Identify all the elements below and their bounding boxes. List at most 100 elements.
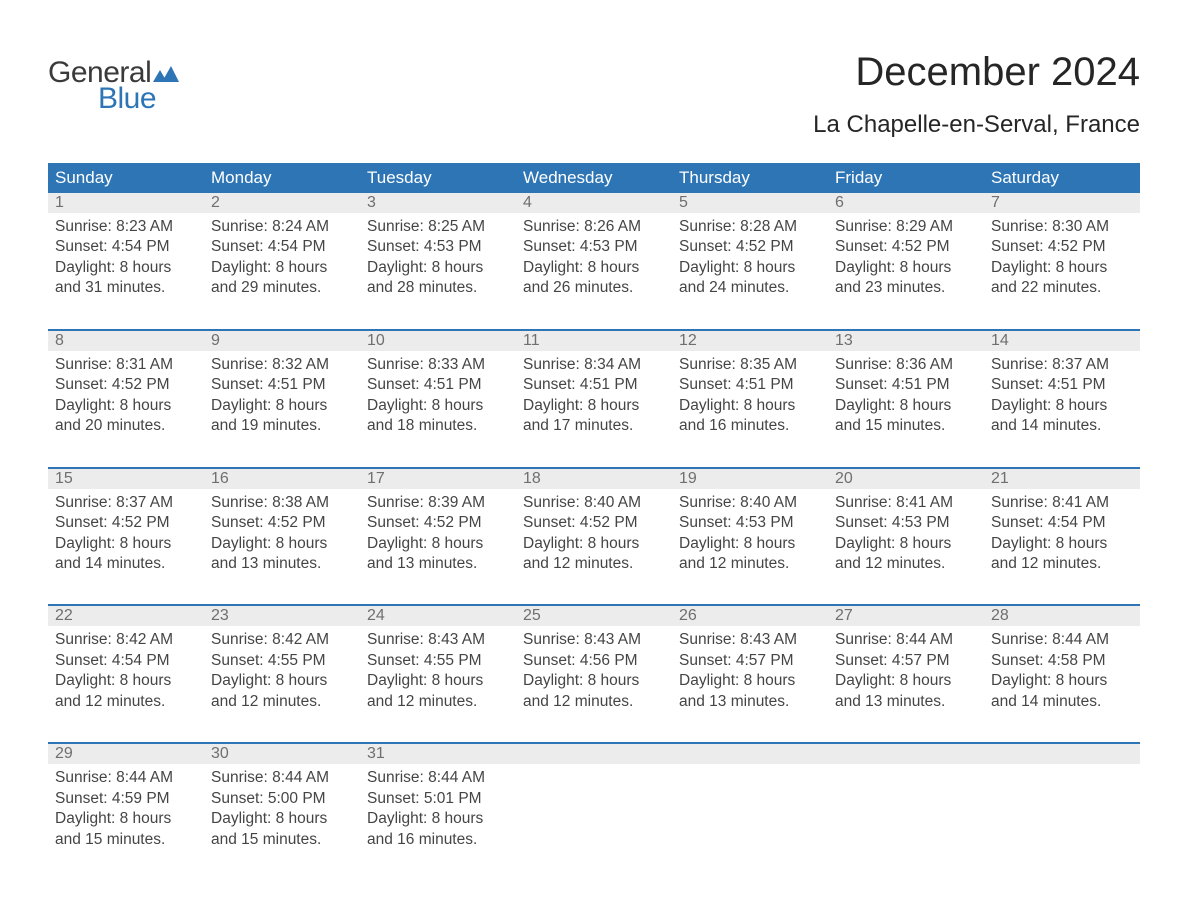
sunset-line: Sunset: 4:52 PM bbox=[55, 513, 197, 533]
sunset-line: Sunset: 4:54 PM bbox=[55, 237, 197, 257]
day-cell: Sunrise: 8:43 AMSunset: 4:56 PMDaylight:… bbox=[516, 626, 672, 742]
daylight-line-2: and 12 minutes. bbox=[55, 692, 197, 712]
sunset-line: Sunset: 4:57 PM bbox=[835, 651, 977, 671]
daylight-line-2: and 18 minutes. bbox=[367, 416, 509, 436]
sunrise-line: Sunrise: 8:37 AM bbox=[55, 493, 197, 513]
sunset-line: Sunset: 4:56 PM bbox=[523, 651, 665, 671]
sunset-line: Sunset: 5:01 PM bbox=[367, 789, 509, 809]
day-cell: Sunrise: 8:30 AMSunset: 4:52 PMDaylight:… bbox=[984, 213, 1140, 329]
day-header: Sunday bbox=[48, 163, 204, 193]
day-number bbox=[516, 744, 672, 764]
daylight-line-1: Daylight: 8 hours bbox=[367, 534, 509, 554]
daylight-line-1: Daylight: 8 hours bbox=[991, 671, 1133, 691]
day-number: 16 bbox=[204, 469, 360, 489]
day-number-row: 15161718192021 bbox=[48, 469, 1140, 489]
day-number: 3 bbox=[360, 193, 516, 213]
day-number: 26 bbox=[672, 606, 828, 626]
daylight-line-2: and 12 minutes. bbox=[367, 692, 509, 712]
daylight-line-2: and 31 minutes. bbox=[55, 278, 197, 298]
month-title: December 2024 bbox=[813, 50, 1140, 95]
day-cell: Sunrise: 8:44 AMSunset: 4:58 PMDaylight:… bbox=[984, 626, 1140, 742]
day-number: 7 bbox=[984, 193, 1140, 213]
day-cell: Sunrise: 8:40 AMSunset: 4:52 PMDaylight:… bbox=[516, 489, 672, 605]
day-cell: Sunrise: 8:28 AMSunset: 4:52 PMDaylight:… bbox=[672, 213, 828, 329]
daylight-line-1: Daylight: 8 hours bbox=[367, 671, 509, 691]
daylight-line-1: Daylight: 8 hours bbox=[991, 396, 1133, 416]
daylight-line-2: and 13 minutes. bbox=[835, 692, 977, 712]
daylight-line-1: Daylight: 8 hours bbox=[523, 534, 665, 554]
sunrise-line: Sunrise: 8:43 AM bbox=[679, 630, 821, 650]
daylight-line-2: and 23 minutes. bbox=[835, 278, 977, 298]
day-number-row: 293031 bbox=[48, 744, 1140, 764]
daylight-line-2: and 12 minutes. bbox=[523, 692, 665, 712]
daylight-line-1: Daylight: 8 hours bbox=[679, 258, 821, 278]
daylight-line-1: Daylight: 8 hours bbox=[523, 396, 665, 416]
daylight-line-2: and 26 minutes. bbox=[523, 278, 665, 298]
day-header: Thursday bbox=[672, 163, 828, 193]
day-cell: Sunrise: 8:44 AMSunset: 4:57 PMDaylight:… bbox=[828, 626, 984, 742]
day-number: 13 bbox=[828, 331, 984, 351]
sunrise-line: Sunrise: 8:43 AM bbox=[523, 630, 665, 650]
calendar-table: Sunday Monday Tuesday Wednesday Thursday… bbox=[48, 163, 1140, 862]
sunrise-line: Sunrise: 8:32 AM bbox=[211, 355, 353, 375]
day-cell bbox=[828, 764, 984, 862]
day-number: 29 bbox=[48, 744, 204, 764]
day-number: 8 bbox=[48, 331, 204, 351]
sunrise-line: Sunrise: 8:43 AM bbox=[367, 630, 509, 650]
sunrise-line: Sunrise: 8:36 AM bbox=[835, 355, 977, 375]
daylight-line-1: Daylight: 8 hours bbox=[991, 258, 1133, 278]
sunrise-line: Sunrise: 8:44 AM bbox=[55, 768, 197, 788]
sunset-line: Sunset: 4:52 PM bbox=[55, 375, 197, 395]
sunset-line: Sunset: 4:52 PM bbox=[523, 513, 665, 533]
daylight-line-1: Daylight: 8 hours bbox=[367, 258, 509, 278]
day-header: Monday bbox=[204, 163, 360, 193]
title-block: December 2024 La Chapelle-en-Serval, Fra… bbox=[813, 50, 1140, 139]
sunrise-line: Sunrise: 8:29 AM bbox=[835, 217, 977, 237]
day-cell: Sunrise: 8:36 AMSunset: 4:51 PMDaylight:… bbox=[828, 351, 984, 467]
day-content-row: Sunrise: 8:23 AMSunset: 4:54 PMDaylight:… bbox=[48, 213, 1140, 329]
daylight-line-2: and 15 minutes. bbox=[55, 830, 197, 850]
day-number: 28 bbox=[984, 606, 1140, 626]
day-content-row: Sunrise: 8:44 AMSunset: 4:59 PMDaylight:… bbox=[48, 764, 1140, 862]
daylight-line-1: Daylight: 8 hours bbox=[367, 809, 509, 829]
daylight-line-1: Daylight: 8 hours bbox=[523, 671, 665, 691]
day-header-row: Sunday Monday Tuesday Wednesday Thursday… bbox=[48, 163, 1140, 193]
sunrise-line: Sunrise: 8:42 AM bbox=[55, 630, 197, 650]
day-number bbox=[984, 744, 1140, 764]
day-header: Tuesday bbox=[360, 163, 516, 193]
daylight-line-1: Daylight: 8 hours bbox=[211, 396, 353, 416]
day-cell: Sunrise: 8:23 AMSunset: 4:54 PMDaylight:… bbox=[48, 213, 204, 329]
day-cell: Sunrise: 8:44 AMSunset: 4:59 PMDaylight:… bbox=[48, 764, 204, 862]
sunrise-line: Sunrise: 8:35 AM bbox=[679, 355, 821, 375]
daylight-line-2: and 12 minutes. bbox=[679, 554, 821, 574]
daylight-line-1: Daylight: 8 hours bbox=[835, 258, 977, 278]
day-cell: Sunrise: 8:35 AMSunset: 4:51 PMDaylight:… bbox=[672, 351, 828, 467]
day-cell: Sunrise: 8:37 AMSunset: 4:52 PMDaylight:… bbox=[48, 489, 204, 605]
daylight-line-1: Daylight: 8 hours bbox=[679, 534, 821, 554]
daylight-line-2: and 17 minutes. bbox=[523, 416, 665, 436]
day-cell: Sunrise: 8:44 AMSunset: 5:01 PMDaylight:… bbox=[360, 764, 516, 862]
daylight-line-1: Daylight: 8 hours bbox=[523, 258, 665, 278]
daylight-line-2: and 16 minutes. bbox=[367, 830, 509, 850]
day-cell: Sunrise: 8:40 AMSunset: 4:53 PMDaylight:… bbox=[672, 489, 828, 605]
daylight-line-2: and 15 minutes. bbox=[835, 416, 977, 436]
daylight-line-2: and 14 minutes. bbox=[991, 692, 1133, 712]
day-cell: Sunrise: 8:25 AMSunset: 4:53 PMDaylight:… bbox=[360, 213, 516, 329]
day-number: 25 bbox=[516, 606, 672, 626]
sunset-line: Sunset: 4:52 PM bbox=[991, 237, 1133, 257]
day-number: 6 bbox=[828, 193, 984, 213]
day-number: 15 bbox=[48, 469, 204, 489]
sunrise-line: Sunrise: 8:44 AM bbox=[835, 630, 977, 650]
sunrise-line: Sunrise: 8:34 AM bbox=[523, 355, 665, 375]
daylight-line-1: Daylight: 8 hours bbox=[367, 396, 509, 416]
daylight-line-1: Daylight: 8 hours bbox=[211, 671, 353, 691]
daylight-line-1: Daylight: 8 hours bbox=[211, 534, 353, 554]
daylight-line-2: and 20 minutes. bbox=[55, 416, 197, 436]
day-number bbox=[672, 744, 828, 764]
day-cell: Sunrise: 8:26 AMSunset: 4:53 PMDaylight:… bbox=[516, 213, 672, 329]
day-number: 21 bbox=[984, 469, 1140, 489]
sunrise-line: Sunrise: 8:44 AM bbox=[991, 630, 1133, 650]
day-cell bbox=[984, 764, 1140, 862]
sunset-line: Sunset: 4:58 PM bbox=[991, 651, 1133, 671]
sunrise-line: Sunrise: 8:28 AM bbox=[679, 217, 821, 237]
